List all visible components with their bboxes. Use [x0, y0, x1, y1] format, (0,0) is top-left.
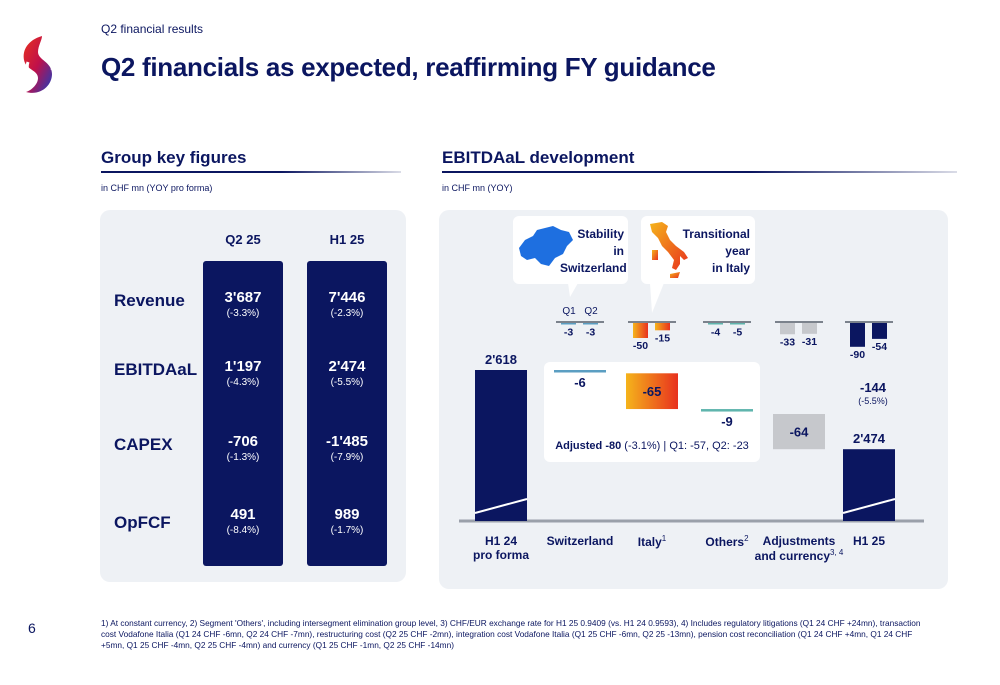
callout-italy-text: Transitional year in Italy: [682, 227, 750, 275]
row-label-capex: CAPEX: [114, 435, 173, 454]
quarterly-value-label: -50: [633, 340, 648, 352]
quarterly-value-label: -3: [564, 327, 573, 339]
quarterly-value-label: -31: [802, 336, 817, 348]
quarterly-bar: [872, 323, 887, 339]
q2-column-bar: [203, 261, 283, 566]
ebitdaal-q2-value: 1'197 (-4.3%): [224, 358, 262, 388]
capex-q2-value: -706 (-1.3%): [226, 433, 260, 463]
footnotes: 1) At constant currency, 2) Segment 'Oth…: [101, 618, 921, 650]
value-label-h1-24: 2'618: [485, 352, 517, 367]
page-number: 6: [28, 620, 36, 636]
quarterly-bar: [708, 323, 723, 325]
callout-pointer: [568, 283, 578, 297]
column-header-q2: Q2 25: [225, 232, 261, 247]
quarterly-bar: [633, 323, 648, 338]
category-label: H1 25: [852, 534, 886, 548]
group-key-figures-unit: in CHF mn (YOY pro forma): [101, 183, 213, 193]
value-label-others: -9: [721, 414, 733, 429]
quarterly-value-label: -15: [655, 332, 670, 344]
adjusted-summary-text: Adjusted -80 (-3.1%) | Q1: -57, Q2: -23: [555, 440, 749, 452]
quarterly-value-label: -33: [780, 336, 795, 348]
quarterly-bar: [802, 323, 817, 334]
bar-switzerland: [554, 370, 606, 373]
category-label: Adjustments and currency3, 4: [754, 534, 844, 563]
category-label: Italy1: [637, 534, 667, 549]
row-label-opfcf: OpFCF: [114, 513, 171, 532]
capex-h1-value: -1'485 (-7.9%): [326, 433, 368, 463]
ebitdaal-waterfall-chart: 2'618 -6 -65 -9 -64 2'474 -3 -3 -50 -15 -4 -5 -33 -31…: [459, 306, 924, 523]
ebitdaal-development-title: EBITDAaL development: [442, 148, 635, 167]
value-label-switzerland: -6: [574, 375, 586, 390]
value-label-adjustments: -64: [790, 425, 810, 440]
italy-map-icon: [650, 222, 688, 278]
quarterly-value-label: -90: [850, 349, 865, 361]
quarterly-bar: [561, 323, 576, 325]
quarter-label-q1: Q1: [562, 306, 576, 317]
quarterly-value-label: -5: [733, 327, 742, 339]
row-label-revenue: Revenue: [114, 291, 185, 310]
quarterly-value-label: -4: [711, 327, 720, 339]
swisscom-logo: [23, 36, 55, 93]
value-label-h1-25: 2'474: [853, 431, 886, 446]
switzerland-map-icon: [519, 226, 573, 266]
bar-adjustments: [773, 414, 825, 450]
h1-delta: -144 (-5.5%): [858, 380, 888, 406]
column-header-h1: H1 25: [329, 232, 365, 247]
bar-h1-24: [475, 370, 527, 521]
ebitdaal-development-unit: in CHF mn (YOY): [442, 183, 513, 193]
category-label: H1 24 pro forma: [472, 534, 529, 562]
quarterly-value-label: -3: [586, 327, 595, 339]
row-label-ebitdaal: EBITDAaL: [114, 360, 198, 379]
quarterly-value-label: -54: [872, 341, 887, 353]
callout-pointer: [650, 283, 664, 313]
section-divider: [101, 171, 401, 173]
page-title: Q2 financials as expected, reaffirming F…: [101, 52, 716, 82]
callout-switzerland-text: Stability in Switzerland: [560, 227, 627, 275]
group-key-figures-title: Group key figures: [101, 148, 247, 167]
category-label: Others2: [705, 534, 749, 549]
category-label: Switzerland: [546, 534, 614, 548]
ebitdaal-h1-value: 2'474 (-5.5%): [328, 358, 366, 388]
page-subtitle: Q2 financial results: [101, 22, 204, 36]
revenue-q2-value: 3'687 (-3.3%): [224, 289, 262, 319]
h1-column-bar: [307, 261, 387, 566]
quarter-label-q2: Q2: [584, 306, 598, 317]
axis-break-mark: [842, 498, 896, 514]
bar-h1-25: [843, 449, 895, 521]
quarterly-bar: [655, 323, 670, 331]
quarterly-bar: [780, 323, 795, 335]
bar-others: [701, 409, 753, 412]
quarterly-bar: [730, 323, 745, 325]
value-label-italy: -65: [643, 384, 662, 399]
revenue-h1-value: 7'446 (-2.3%): [328, 289, 366, 319]
opfcf-h1-value: 989 (-1.7%): [330, 506, 364, 536]
quarterly-bar: [583, 323, 598, 325]
opfcf-q2-value: 491 (-8.4%): [226, 506, 260, 536]
bar-italy: [626, 373, 678, 410]
quarterly-bar: [850, 323, 865, 347]
axis-break-mark: [474, 498, 528, 514]
section-divider: [442, 171, 957, 173]
